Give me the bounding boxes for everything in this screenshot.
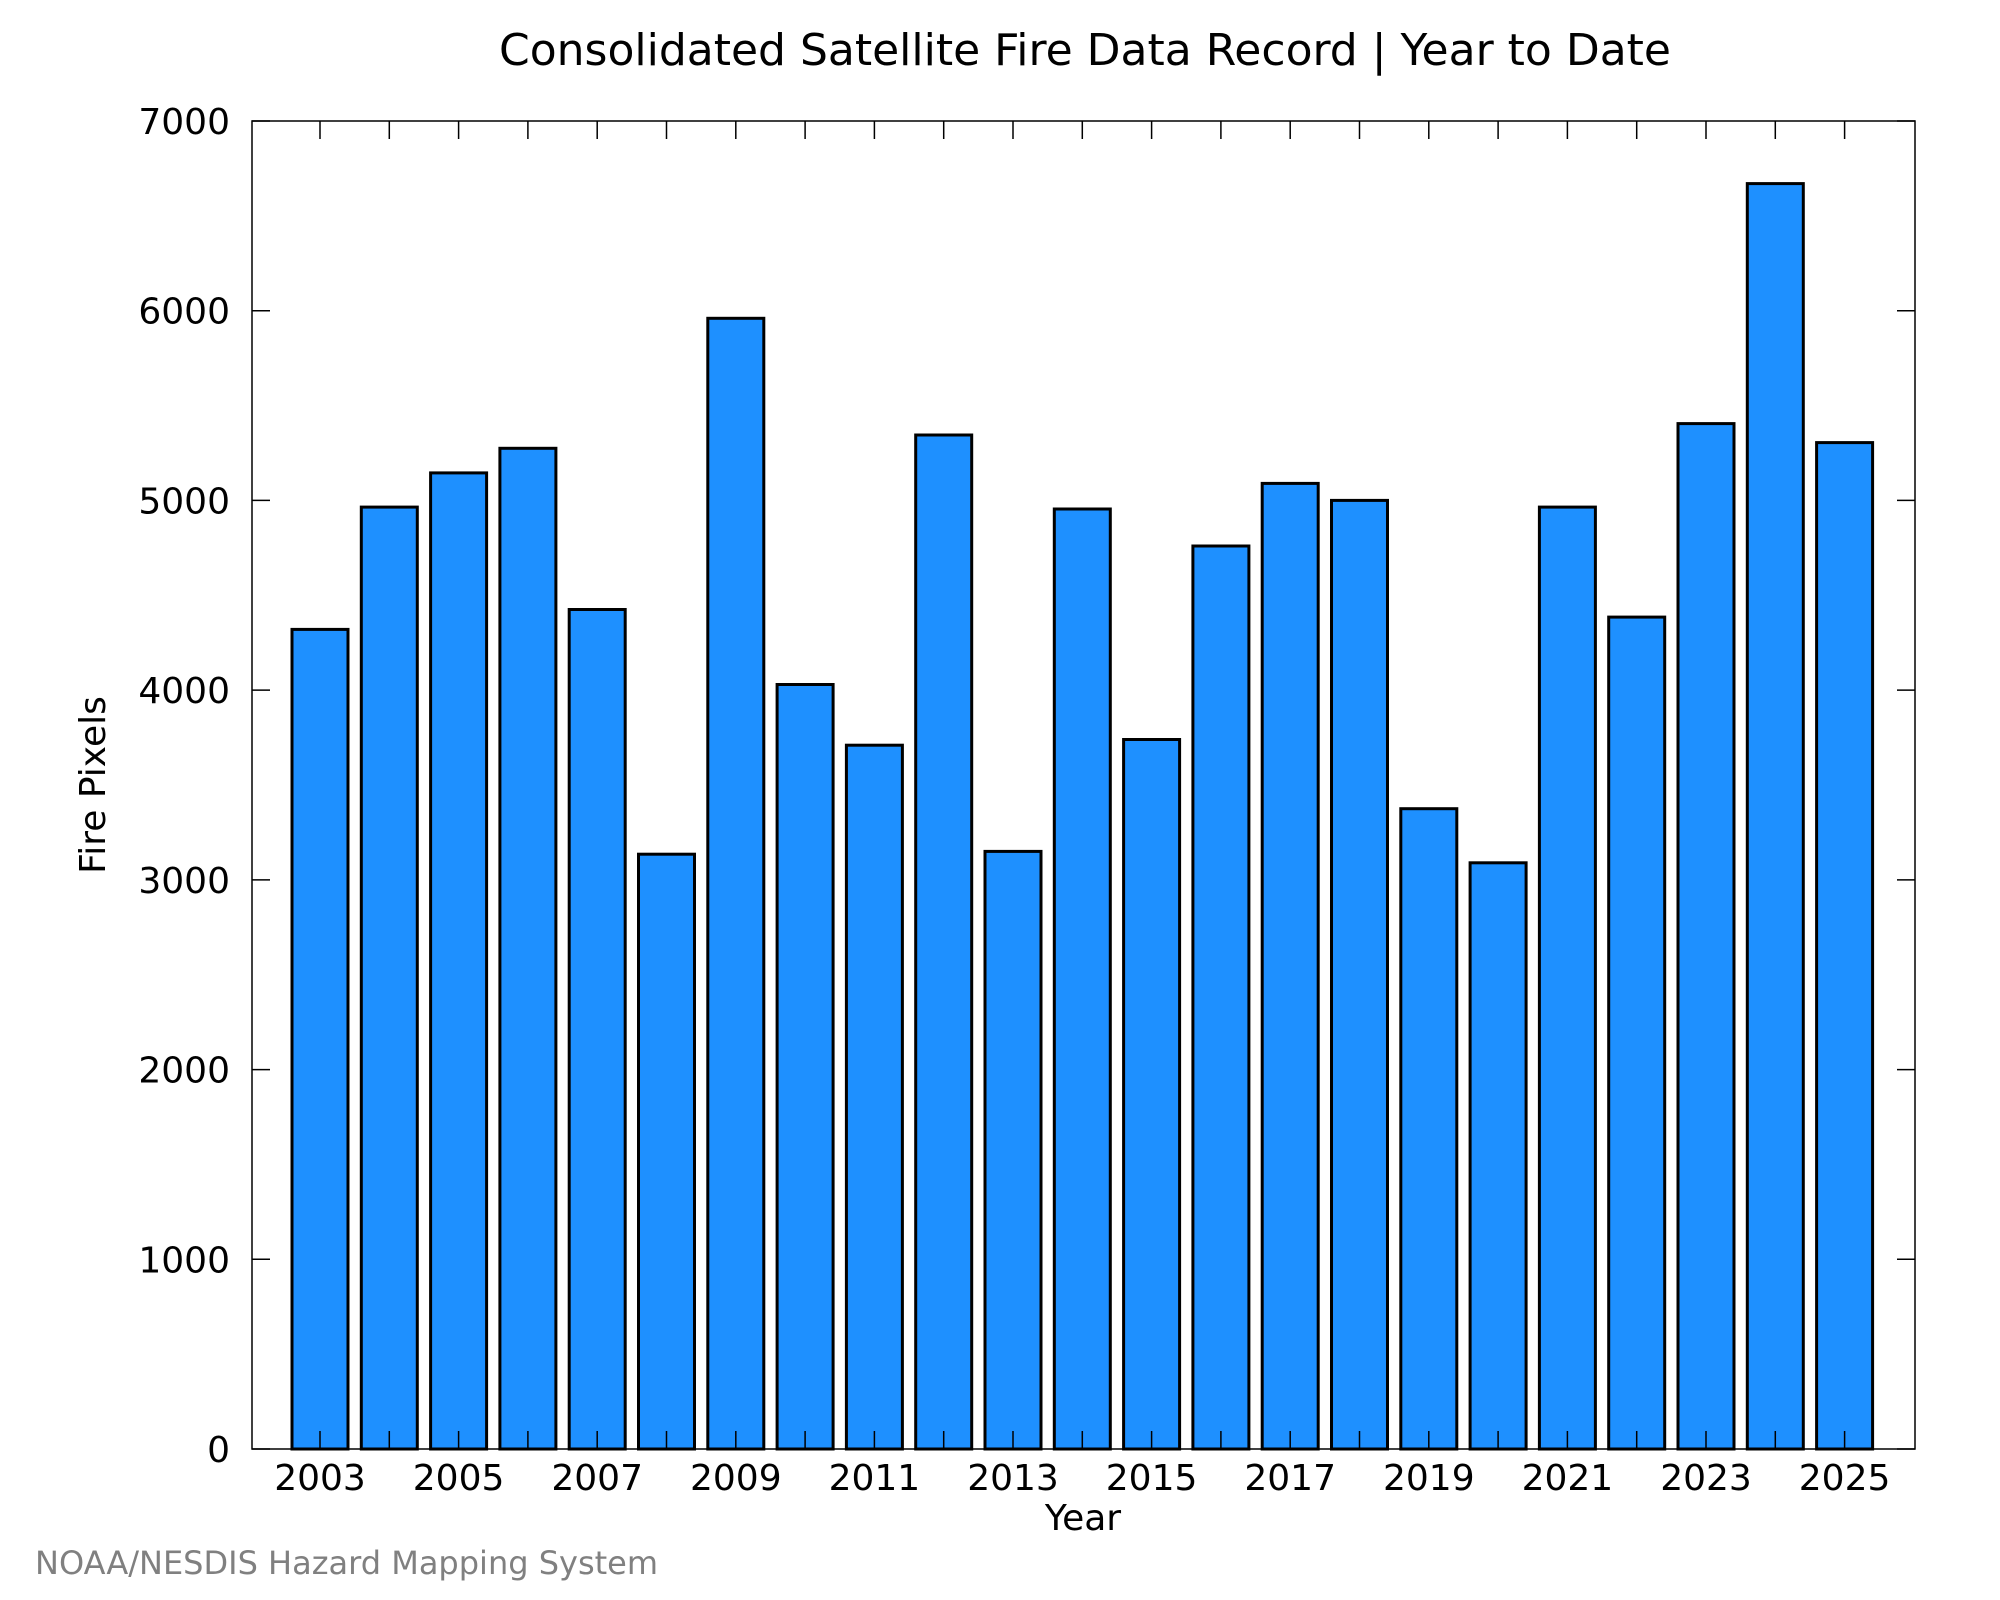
bar-2025 <box>1815 441 1875 1451</box>
bar-2011 <box>844 743 904 1451</box>
x-tick-label: 2009 <box>690 1458 782 1499</box>
bar-2020 <box>1468 861 1528 1451</box>
x-axis: 2003 2005 2007 2009 2011 2013 2015 2017 2019 2021… <box>274 121 1890 1499</box>
y-tick-label: 4000 <box>138 671 230 712</box>
bar-2019 <box>1399 807 1459 1451</box>
bar-2012 <box>914 433 974 1451</box>
bar-2013 <box>983 849 1043 1451</box>
x-tick-label: 2011 <box>829 1458 921 1499</box>
y-tick-label: 1000 <box>138 1240 230 1281</box>
x-tick-label: 2015 <box>1106 1458 1198 1499</box>
bar-2022 <box>1607 615 1667 1451</box>
y-tick-label: 5000 <box>138 481 230 522</box>
bar-2016 <box>1191 544 1251 1451</box>
y-tick-label: 0 <box>207 1430 230 1471</box>
bar-2008 <box>637 852 696 1451</box>
plot-frame <box>251 120 1916 1450</box>
y-tick-label: 6000 <box>138 292 230 333</box>
bar-2010 <box>775 683 835 1451</box>
bar-2014 <box>1052 507 1112 1451</box>
x-tick-label: 2005 <box>413 1458 505 1499</box>
bar-2023 <box>1676 422 1736 1451</box>
bar-2021 <box>1537 505 1597 1451</box>
y-tick-label: 2000 <box>138 1051 230 1092</box>
bars-group <box>290 182 1875 1451</box>
x-tick-label: 2007 <box>551 1458 643 1499</box>
y-axis: 0 1000 2000 3000 4000 5000 6000 7000 <box>138 102 1915 1471</box>
y-axis-label: Fire Pixels <box>73 696 114 874</box>
bar-2005 <box>429 471 489 1451</box>
bar-2018 <box>1330 498 1389 1451</box>
bar-2017 <box>1260 481 1320 1451</box>
x-tick-label: 2019 <box>1383 1458 1475 1499</box>
bar-2006 <box>498 446 558 1451</box>
y-tick-label: 3000 <box>138 861 230 902</box>
x-tick-label: 2017 <box>1244 1458 1336 1499</box>
x-tick-label: 2023 <box>1660 1458 1752 1499</box>
bar-2007 <box>567 608 627 1451</box>
credit-text: NOAA/NESDIS Hazard Mapping System <box>35 1544 658 1582</box>
x-tick-label: 2003 <box>274 1458 366 1499</box>
x-tick-label: 2021 <box>1522 1458 1614 1499</box>
x-tick-label: 2013 <box>967 1458 1059 1499</box>
bar-2004 <box>359 505 419 1451</box>
y-tick-label: 7000 <box>138 102 230 143</box>
bar-2003 <box>290 627 350 1451</box>
bar-2009 <box>706 316 766 1451</box>
bar-2015 <box>1122 738 1182 1451</box>
x-axis-label: Year <box>1044 1498 1121 1539</box>
bar-2024 <box>1745 182 1805 1451</box>
x-tick-label: 2025 <box>1799 1458 1891 1499</box>
chart-title: Consolidated Satellite Fire Data Record … <box>499 25 1671 76</box>
